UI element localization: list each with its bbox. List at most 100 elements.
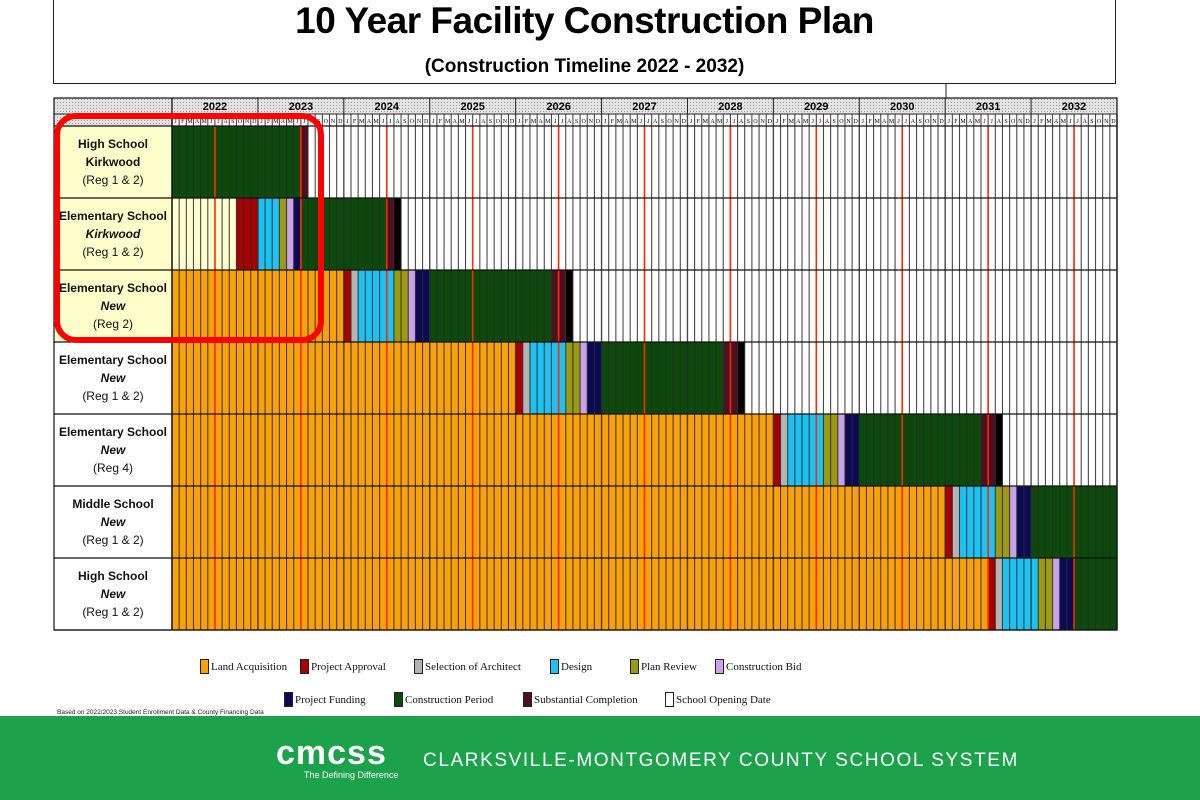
month-label: M: [531, 119, 537, 125]
legend-label: Land Acquisition: [211, 660, 288, 673]
month-label: N: [1018, 119, 1023, 125]
month-label: O: [1011, 119, 1016, 125]
month-label: M: [273, 119, 279, 125]
month-label: J: [640, 119, 643, 125]
legend-swatch: [394, 692, 403, 707]
segment-bid: [580, 342, 588, 414]
segment-bid: [1009, 486, 1017, 558]
year-header-bg: [54, 98, 1117, 114]
month-label: M: [545, 119, 551, 125]
month-label: O: [238, 119, 243, 125]
month-label: J: [217, 119, 220, 125]
legend-swatch: [630, 659, 639, 674]
month-label: M: [789, 119, 795, 125]
month-label: N: [417, 119, 422, 125]
month-label: D: [768, 119, 773, 125]
month-label: S: [1004, 119, 1007, 125]
segment-opening: [565, 270, 573, 342]
month-label: J: [819, 119, 822, 125]
legend-swatch: [284, 692, 293, 707]
year-label: 2023: [289, 101, 313, 113]
month-label: A: [968, 119, 973, 125]
month-label: S: [575, 119, 578, 125]
legend-item-approval: Project Approval: [300, 659, 386, 674]
month-label: J: [1033, 119, 1036, 125]
chart-title: 10 Year Facility Construction Plan: [295, 0, 874, 41]
month-label: A: [796, 119, 801, 125]
segment-bid: [286, 198, 294, 270]
segment-design: [358, 270, 394, 342]
month-label: M: [459, 119, 465, 125]
month-label: M: [874, 119, 880, 125]
month-label: N: [1104, 119, 1109, 125]
month-label: M: [975, 119, 981, 125]
month-label: M: [617, 119, 623, 125]
month-label: A: [224, 119, 229, 125]
legend-item-architect: Selection of Architect: [414, 659, 521, 674]
month-label: M: [373, 119, 379, 125]
row-label-line: Kirkwood: [86, 227, 141, 241]
month-label: J: [518, 119, 521, 125]
month-label: A: [281, 119, 286, 125]
legend-item-substantial: Substantial Completion: [523, 692, 638, 707]
segment-construction: [859, 414, 981, 486]
month-label: J: [296, 119, 299, 125]
segment-bid: [1052, 558, 1060, 630]
month-label: M: [631, 119, 637, 125]
row-label-line: (Reg 1 & 2): [82, 389, 143, 403]
month-label: J: [983, 119, 986, 125]
segment-approval: [515, 342, 523, 414]
row-label-line: High School: [78, 137, 148, 151]
month-label: O: [324, 119, 329, 125]
month-label: N: [503, 119, 508, 125]
row-label-line: New: [101, 515, 126, 529]
month-label: J: [1069, 119, 1072, 125]
legend-label: Construction Bid: [726, 660, 802, 673]
segment-approval: [236, 198, 258, 270]
month-label: J: [389, 119, 392, 125]
month-label: J: [260, 119, 263, 125]
year-label: 2025: [460, 101, 484, 113]
month-label: A: [825, 119, 830, 125]
segment-design: [257, 198, 280, 270]
month-label: F: [525, 119, 529, 125]
month-label: O: [839, 119, 844, 125]
legend-swatch: [523, 692, 532, 707]
month-label: F: [954, 119, 958, 125]
row-label-line: (Reg 2): [93, 317, 133, 331]
segment-design: [1002, 558, 1039, 630]
segment-approval: [945, 486, 953, 558]
month-label: A: [710, 119, 715, 125]
legend-item-land: Land Acquisition: [200, 659, 287, 674]
month-label: J: [561, 119, 564, 125]
row-label-cell: [54, 558, 172, 630]
row-label-line: New: [101, 587, 126, 601]
month-label: M: [1061, 119, 1067, 125]
segment-architect: [522, 342, 530, 414]
legend-swatch: [300, 659, 309, 674]
month-label: F: [782, 119, 786, 125]
legend-swatch: [414, 659, 423, 674]
segment-architect: [952, 486, 960, 558]
month-label: A: [624, 119, 629, 125]
legend-item-funding: Project Funding: [284, 692, 366, 707]
month-label: M: [717, 119, 723, 125]
row-label-line: (Reg 1 & 2): [82, 533, 143, 547]
row-label-line: Elementary School: [59, 353, 167, 367]
month-label: J: [174, 119, 177, 125]
year-label: 2028: [718, 101, 742, 113]
segment-approval: [773, 414, 781, 486]
row-label-line: New: [101, 371, 126, 385]
month-label: M: [359, 119, 365, 125]
month-label: O: [410, 119, 415, 125]
month-label: O: [925, 119, 930, 125]
legend-label: Project Funding: [295, 693, 366, 706]
month-label: S: [661, 119, 664, 125]
row-label-cell: [54, 198, 172, 270]
month-label: D: [1025, 119, 1030, 125]
legend-label: Project Approval: [311, 660, 386, 673]
row-label-line: (Reg 1 & 2): [82, 245, 143, 259]
month-label: M: [1046, 119, 1052, 125]
month-label: M: [889, 119, 895, 125]
year-label: 2032: [1062, 101, 1086, 113]
